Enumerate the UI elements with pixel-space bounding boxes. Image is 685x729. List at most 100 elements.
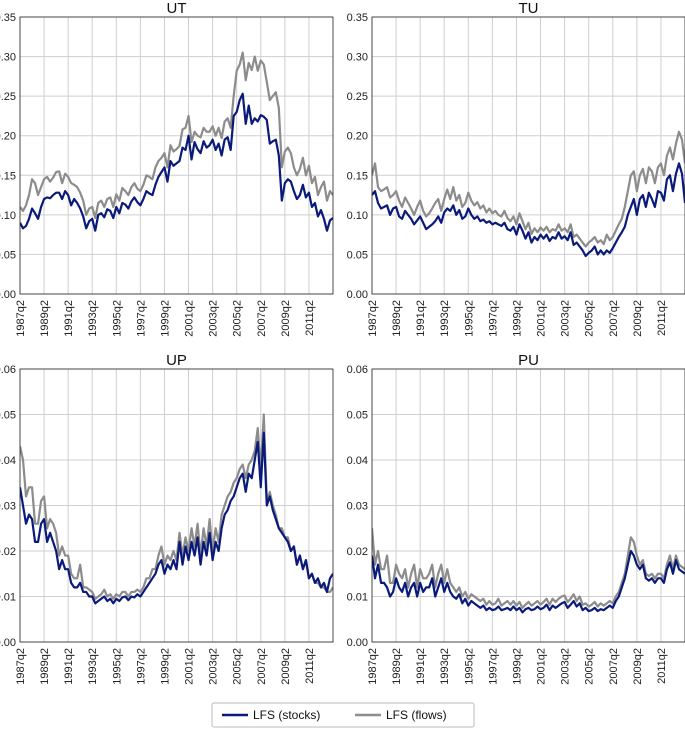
x-tick-label-tu: 1995q2 <box>463 300 475 337</box>
y-tick-label-pu: 0.05 <box>347 410 368 422</box>
legend-label-flows: LFS (flows) <box>386 708 447 722</box>
y-tick-label-pu: 0.04 <box>347 455 368 467</box>
y-tick-label-up: 0.00 <box>0 637 16 649</box>
y-tick-label-up: 0.05 <box>0 410 16 422</box>
y-tick-label-tu: 0.05 <box>347 249 368 261</box>
x-tick-label-ut: 1991q2 <box>63 300 75 337</box>
x-tick-label-pu: 1991q2 <box>415 648 427 685</box>
axis-frame-up <box>19 368 334 643</box>
x-tick-label-ut: 1999q2 <box>159 300 171 337</box>
x-tick-label-ut: 1987q2 <box>15 300 27 337</box>
x-tick-label-tu: 1993q2 <box>439 300 451 337</box>
x-tick-label-pu: 1993q2 <box>439 648 451 685</box>
x-tick-label-tu: 2001q2 <box>536 300 548 337</box>
y-tick-label-tu: 0.30 <box>347 52 368 64</box>
x-tick-label-tu: 2009q2 <box>632 300 644 337</box>
y-tick-label-ut: 0.20 <box>0 131 16 143</box>
panel-title-ut: UT <box>167 0 187 17</box>
y-tick-label-tu: 0.25 <box>347 91 368 103</box>
x-tick-label-up: 1987q2 <box>15 648 27 685</box>
x-tick-label-tu: 1991q2 <box>415 300 427 337</box>
x-tick-label-pu: 1987q2 <box>367 648 379 685</box>
series-line-lfs-stocks-tu <box>372 162 685 258</box>
x-tick-label-pu: 2009q2 <box>632 648 644 685</box>
x-tick-label-tu: 1999q2 <box>511 300 523 337</box>
x-tick-label-ut: 2003q2 <box>208 300 220 337</box>
y-tick-label-ut: 0.30 <box>0 52 16 64</box>
panel-title-up: UP <box>166 352 187 369</box>
y-tick-label-ut: 0.15 <box>0 170 16 182</box>
x-tick-label-tu: 2011q2 <box>656 300 668 336</box>
panel-tu: TU 0.00 0.05 0.10 0.15 0.20 0.25 0.30 0.35 1987q2… <box>347 0 685 337</box>
legend-label-stocks: LFS (stocks) <box>253 708 320 722</box>
axis-frame-pu <box>371 368 685 643</box>
x-tick-label-ut: 2005q2 <box>232 300 244 337</box>
y-tick-label-ut: 0.25 <box>0 91 16 103</box>
x-tick-label-pu: 1989q2 <box>391 648 403 685</box>
y-tick-label-pu: 0.01 <box>347 592 368 604</box>
x-tick-label-up: 1993q2 <box>87 648 99 685</box>
y-tick-label-tu: 0.15 <box>347 170 368 182</box>
series-line-lfs-stocks-ut <box>20 92 333 232</box>
y-tick-label-tu: 0.10 <box>347 210 368 222</box>
series-line-lfs-flows-tu <box>372 130 685 248</box>
x-tick-label-tu: 2005q2 <box>584 300 596 337</box>
x-tick-label-ut: 1993q2 <box>87 300 99 337</box>
series-line-lfs-flows-pu <box>372 528 685 609</box>
x-tick-label-ut: 2009q2 <box>280 300 292 337</box>
y-tick-label-tu: 0.20 <box>347 131 368 143</box>
panel-ut: UT 0.00 0.05 0.10 0.15 0.20 0.25 0.30 0.35 1987q2… <box>0 0 334 337</box>
axis-frame-ut <box>19 16 334 295</box>
y-tick-label-pu: 0.03 <box>347 501 368 513</box>
x-tick-label-pu: 2005q2 <box>584 648 596 685</box>
axis-frame-tu <box>371 16 685 295</box>
x-tick-label-tu: 1997q2 <box>487 300 499 337</box>
y-tick-label-up: 0.04 <box>0 455 16 467</box>
x-tick-label-ut: 2001q2 <box>184 300 196 337</box>
x-tick-label-up: 1991q2 <box>63 648 75 685</box>
x-tick-label-up: 1997q2 <box>135 648 147 685</box>
x-tick-label-up: 2003q2 <box>208 648 220 685</box>
x-tick-label-ut: 2011q2 <box>304 300 316 336</box>
legend-box <box>211 702 475 728</box>
series-line-lfs-flows-up <box>20 413 333 600</box>
x-tick-label-tu: 2003q2 <box>560 300 572 337</box>
y-tick-label-pu: 0.06 <box>347 364 368 376</box>
x-tick-label-tu: 2007q2 <box>608 300 620 337</box>
x-tick-label-pu: 1997q2 <box>487 648 499 685</box>
x-tick-label-pu: 2007q2 <box>608 648 620 685</box>
series-line-lfs-stocks-pu <box>372 549 685 614</box>
y-tick-label-pu: 0.02 <box>347 546 368 558</box>
panels-container: UT 0.00 0.05 0.10 0.15 0.20 0.25 0.30 0.35 1987q2… <box>0 0 685 685</box>
x-tick-label-up: 2001q2 <box>184 648 196 685</box>
y-tick-label-tu: 0.00 <box>347 289 368 301</box>
panel-title-tu: TU <box>519 0 539 17</box>
x-tick-label-pu: 2003q2 <box>560 648 572 685</box>
x-tick-label-pu: 1999q2 <box>511 648 523 685</box>
x-tick-label-ut: 1995q2 <box>111 300 123 337</box>
x-tick-label-up: 2009q2 <box>280 648 292 685</box>
x-tick-label-up: 1999q2 <box>159 648 171 685</box>
x-tick-label-up: 1989q2 <box>39 648 51 685</box>
panel-pu: PU 0.00 0.01 0.02 0.03 0.04 0.05 0.06 1987q2 1989… <box>347 352 685 685</box>
y-tick-label-ut: 0.05 <box>0 249 16 261</box>
series-line-lfs-flows-ut <box>20 51 333 220</box>
x-tick-label-ut: 1997q2 <box>135 300 147 337</box>
x-tick-label-pu: 1995q2 <box>463 648 475 685</box>
y-tick-label-up: 0.03 <box>0 501 16 513</box>
y-tick-label-tu: 0.35 <box>347 12 368 24</box>
x-tick-label-tu: 1989q2 <box>391 300 403 337</box>
x-tick-label-pu: 2011q2 <box>656 648 668 684</box>
x-tick-label-up: 2005q2 <box>232 648 244 685</box>
x-tick-label-up: 1995q2 <box>111 648 123 685</box>
x-tick-label-tu: 1987q2 <box>367 300 379 337</box>
y-tick-label-up: 0.02 <box>0 546 16 558</box>
series-line-lfs-stocks-up <box>20 431 333 605</box>
y-tick-label-ut: 0.00 <box>0 289 16 301</box>
panel-title-pu: PU <box>518 352 539 369</box>
y-tick-label-up: 0.06 <box>0 364 16 376</box>
x-tick-label-ut: 2007q2 <box>256 300 268 337</box>
x-tick-label-pu: 2001q2 <box>536 648 548 685</box>
x-tick-label-up: 2007q2 <box>256 648 268 685</box>
